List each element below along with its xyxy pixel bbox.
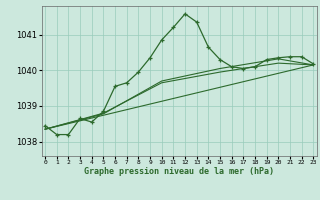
X-axis label: Graphe pression niveau de la mer (hPa): Graphe pression niveau de la mer (hPa) (84, 167, 274, 176)
